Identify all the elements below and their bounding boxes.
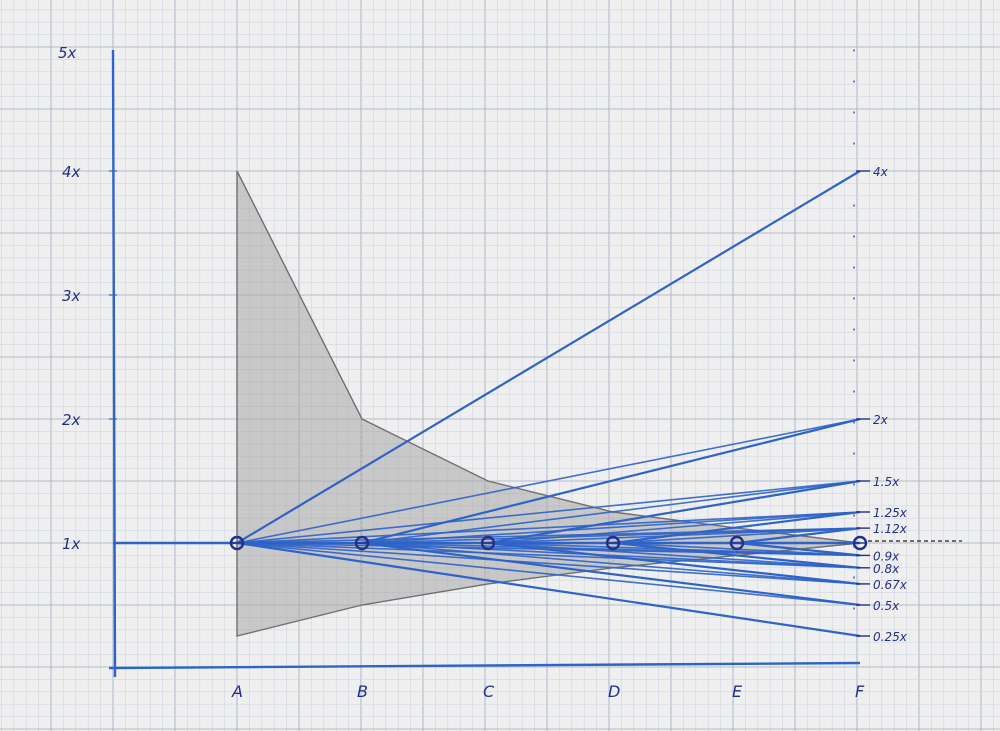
fan-ray: [236, 542, 861, 569]
x-tick-label-C: C: [483, 682, 495, 701]
y-tick-label: 3x: [62, 287, 81, 305]
y-tick-label: 5x: [58, 44, 77, 62]
y-tick-label: 2x: [62, 411, 81, 429]
fan-line: [487, 479, 861, 545]
x-tick-label-F: F: [855, 682, 865, 701]
right-value-label: 0.67x: [873, 578, 908, 592]
fan-line: [736, 541, 861, 557]
fan-line: [236, 541, 861, 638]
fan-line: [236, 170, 861, 544]
right-value-label: 4x: [873, 165, 889, 179]
fan-ray: [236, 511, 861, 544]
fan-ray: [612, 527, 861, 544]
right-value-label: 2x: [873, 413, 889, 427]
x-tick-label-B: B: [357, 682, 368, 701]
fan-line: [612, 510, 861, 545]
x-tick-label-E: E: [732, 682, 743, 701]
right-value-label: 0.5x: [873, 599, 900, 613]
fan-ray: [236, 542, 861, 585]
fan-ray: [236, 542, 861, 606]
fan-ray: [361, 511, 861, 544]
right-value-label: 1.12x: [873, 522, 908, 536]
fan-line: [487, 541, 861, 586]
right-value-label: 1.5x: [873, 475, 900, 489]
right-value-label: 1.25x: [873, 506, 908, 520]
fan-line: [612, 541, 861, 569]
fan-line: [361, 541, 861, 607]
right-value-label: 0.9x: [873, 549, 900, 563]
fan-ray: [487, 542, 861, 569]
point-markers: [229, 535, 868, 551]
y-tick-label: 4x: [62, 163, 81, 181]
x-tick-label-A: A: [231, 682, 243, 701]
x-axis-line: [108, 661, 861, 670]
right-value-label: 0.25x: [873, 630, 908, 644]
fan-ray: [361, 542, 861, 585]
fan-ray: [236, 480, 861, 544]
fan-lines: [236, 170, 861, 638]
y-tick-label: 1x: [62, 535, 81, 553]
fan-line: [736, 527, 861, 545]
fan-ray: [361, 480, 861, 544]
fan-ray: [236, 418, 861, 544]
x-tick-label-D: D: [608, 682, 620, 701]
fan-ray: [361, 527, 861, 544]
fan-ray: [361, 542, 861, 569]
fan-ray: [487, 511, 861, 544]
right-value-label: 0.8x: [873, 562, 900, 576]
fan-line: [361, 417, 861, 545]
y-axis-line: [111, 49, 117, 678]
